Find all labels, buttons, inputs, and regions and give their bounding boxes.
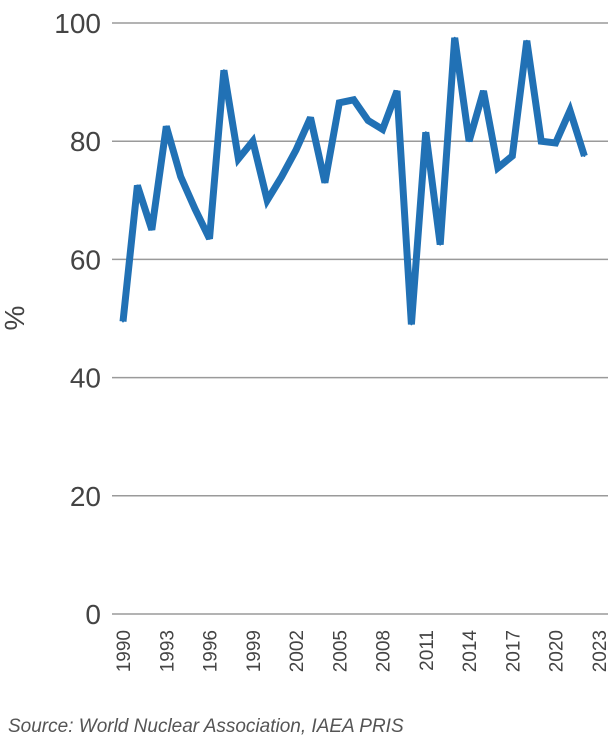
data-point [554,142,557,144]
data-point [338,101,341,104]
y-axis-ticks: 0 20 40 60 80 100 [54,8,101,630]
data-point [482,90,485,92]
data-point [165,125,168,128]
x-tick-label: 2014 [460,630,481,673]
data-point [352,98,355,101]
source-note: Source: World Nuclear Association, IAEA … [8,716,404,737]
data-point [222,69,225,72]
x-tick-label: 2002 [287,630,308,672]
data-point [208,237,211,240]
data-point [511,155,514,157]
data-point [410,323,413,326]
x-tick-label: 1996 [201,630,222,672]
data-point [496,166,499,169]
data-point [179,175,182,178]
data-point [122,320,124,323]
x-tick-label: 2011 [417,630,438,671]
x-axis-ticks: 1990 1993 1996 1999 2002 2005 2008 2011 2014 2017… [114,630,611,673]
x-tick-label: 1999 [244,630,265,672]
data-point [309,116,312,119]
data-point [468,140,471,143]
y-tick-label: 0 [85,599,101,630]
data-point [251,140,254,143]
data-point [136,184,139,187]
data-point [424,131,427,134]
y-tick-label: 100 [54,8,101,39]
data-point [569,109,571,112]
data-point [540,140,543,143]
data-point [396,90,398,92]
y-axis-label: % [0,306,30,331]
x-tick-label: 1993 [157,630,178,672]
data-point [280,175,283,178]
x-tick-label: 2005 [330,630,351,672]
data-point [150,228,153,231]
y-tick-label: 80 [70,126,101,157]
x-tick-label: 2008 [374,630,395,672]
data-point [583,155,586,157]
data-point [266,199,269,202]
data-point [381,128,384,131]
x-tick-label: 1990 [114,630,135,672]
y-tick-label: 40 [70,363,101,394]
x-tick-label: 2020 [547,630,568,672]
data-point [453,36,456,39]
data-point [194,208,197,211]
x-tick-label: 2023 [590,630,611,672]
data-point [237,157,240,160]
data-point [323,181,326,184]
y-tick-label: 20 [70,481,101,512]
gridlines [112,22,608,615]
data-point [295,149,297,152]
data-point [367,119,370,122]
data-point [525,39,528,42]
data-point [439,243,442,246]
series-line [119,37,588,325]
data-series [119,36,588,326]
x-tick-label: 2017 [503,630,524,672]
y-tick-label: 60 [70,244,101,275]
